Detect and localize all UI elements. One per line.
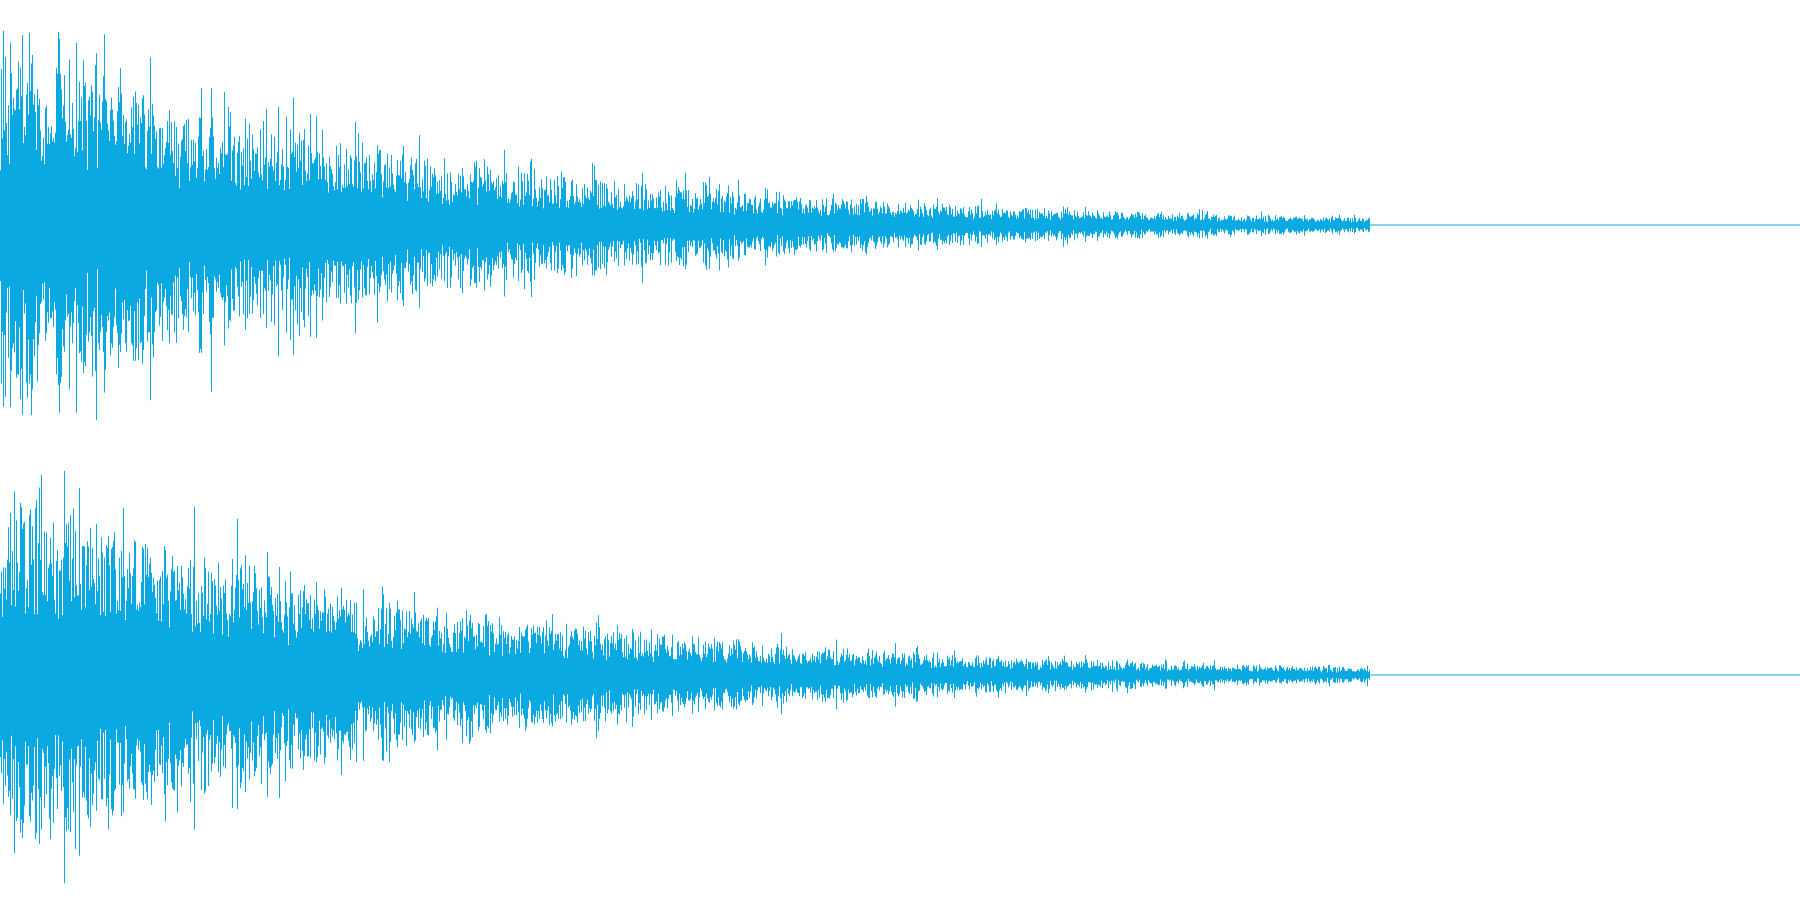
channel-bottom-samples <box>0 470 1370 884</box>
channel-top-waveform[interactable] <box>0 0 1800 450</box>
channel-top-samples <box>0 30 1370 420</box>
channel-top-svg <box>0 30 1800 420</box>
channel-bottom-svg <box>0 470 1800 884</box>
channel-bottom-waveform[interactable] <box>0 450 1800 900</box>
